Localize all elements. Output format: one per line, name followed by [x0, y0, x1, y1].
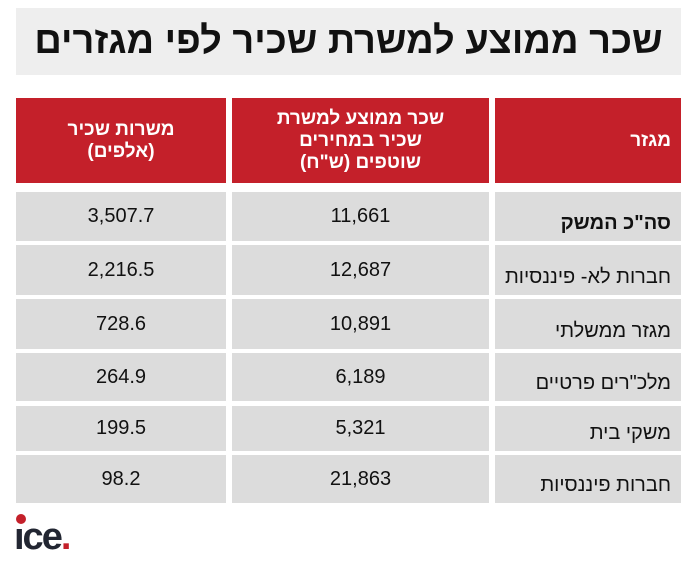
table-cell-avg-wage: 6,189	[232, 353, 489, 401]
table-cell-jobs: 728.6	[16, 299, 226, 349]
table-cell-sector: משקי בית	[495, 406, 681, 451]
header-jobs: משרות שכיר (אלפים)	[16, 98, 226, 183]
table-cell-avg-wage: 10,891	[232, 299, 489, 349]
table-cell-jobs: 199.5	[16, 406, 226, 451]
header-sector: מגזר	[495, 98, 681, 183]
table-cell-sector: מגזר ממשלתי	[495, 299, 681, 349]
logo-dot-icon	[16, 514, 26, 524]
table-cell-sector: סה"כ המשק	[495, 192, 681, 241]
table-cell-jobs: 264.9	[16, 353, 226, 401]
table-cell-jobs: 98.2	[16, 455, 226, 503]
table-cell-avg-wage: 11,661	[232, 192, 489, 241]
table-cell-sector: חברות פיננסיות	[495, 455, 681, 503]
table-cell-jobs: 3,507.7	[16, 192, 226, 241]
ice-logo: ıce.	[14, 516, 71, 558]
header-avg-wage: שכר ממוצע למשרת שכיר במחירים שוטפים (ש"ח…	[232, 98, 489, 183]
table-cell-sector: חברות לא- פיננסיות	[495, 245, 681, 295]
table-cell-avg-wage: 21,863	[232, 455, 489, 503]
table-cell-avg-wage: 12,687	[232, 245, 489, 295]
table-cell-sector: מלכ"רים פרטיים	[495, 353, 681, 401]
table-cell-avg-wage: 5,321	[232, 406, 489, 451]
page-title: שכר ממוצע למשרת שכיר לפי מגזרים	[16, 8, 681, 75]
table-cell-jobs: 2,216.5	[16, 245, 226, 295]
